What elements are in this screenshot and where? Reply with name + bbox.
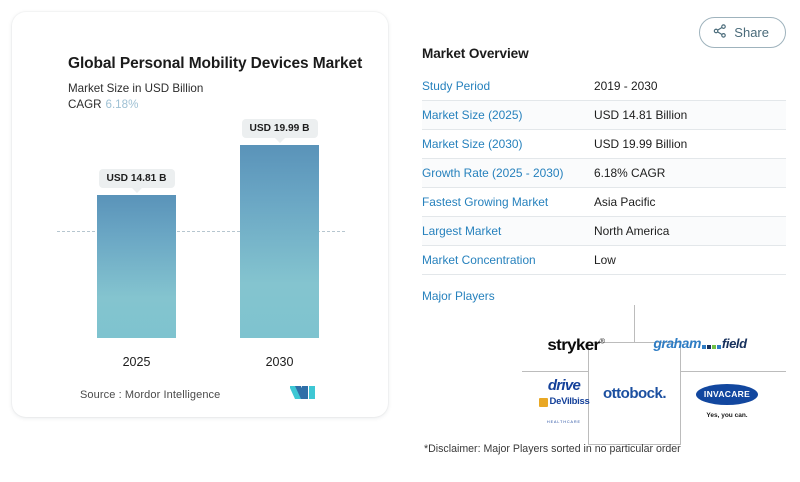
invacare-logo-tagline: Yes, you can.: [706, 411, 748, 419]
market-overview-table: Study Period 2019 - 2030 Market Size (20…: [422, 72, 786, 275]
market-overview-title: Market Overview: [422, 46, 529, 61]
bar-data-label-2025: USD 14.81 B: [98, 169, 175, 193]
chart-card: Global Personal Mobility Devices Market …: [12, 12, 388, 417]
grahamfield-logo-squares: [701, 345, 721, 349]
reference-dashed-line: [57, 231, 345, 232]
player-logo-stryker: stryker®: [547, 337, 606, 354]
grahamfield-logo-text-2: field: [721, 336, 747, 351]
row-value: North America: [594, 224, 670, 238]
chart-subtitle: Market Size in USD Billion: [68, 81, 204, 95]
x-tick-2030: 2030: [265, 355, 294, 369]
row-value: USD 14.81 Billion: [594, 108, 688, 122]
row-value: Asia Pacific: [594, 195, 656, 209]
player-logo-drive-devilbiss: drive DeVilbiss HEALTHCARE: [522, 377, 606, 425]
x-tick-2025: 2025: [122, 355, 151, 369]
major-players-title: Major Players: [422, 289, 495, 303]
player-logo-invacare: INVACARE Yes, you can.: [684, 379, 770, 425]
grahamfield-logo-text-1: graham: [653, 335, 701, 351]
share-button[interactable]: Share: [699, 17, 786, 48]
devilbiss-logo-subtext: HEALTHCARE: [547, 420, 581, 425]
bar-chart-plot: USD 14.81 B 2025 USD 19.99 B 2030: [12, 119, 388, 375]
chart-header: Global Personal Mobility Devices Market …: [68, 54, 368, 111]
table-row: Market Concentration Low: [422, 246, 786, 275]
invacare-logo-text: INVACARE: [696, 383, 758, 405]
chart-cagr-label: CAGR: [68, 97, 102, 111]
row-value: USD 19.99 Billion: [594, 137, 688, 151]
chart-cagr-value: 6.18%: [105, 97, 139, 111]
row-value: 6.18% CAGR: [594, 166, 666, 180]
table-row: Growth Rate (2025 - 2030) 6.18% CAGR: [422, 158, 786, 188]
players-disclaimer: *Disclaimer: Major Players sorted in no …: [424, 443, 681, 455]
table-row: Largest Market North America: [422, 216, 786, 246]
row-key: Market Size (2030): [422, 137, 523, 151]
row-value: Low: [594, 253, 616, 267]
share-button-label: Share: [734, 25, 769, 40]
player-logo-grahamfield: graham field: [650, 327, 750, 361]
mordor-intelligence-logo: [290, 383, 318, 405]
bar-group-2025[interactable]: USD 14.81 B 2025: [97, 169, 176, 369]
row-key: Fastest Growing Market: [422, 195, 549, 209]
row-value: 2019 - 2030: [594, 79, 658, 93]
row-key: Market Concentration: [422, 253, 536, 267]
bar-2025[interactable]: [97, 195, 176, 338]
bar-data-label-2030: USD 19.99 B: [241, 119, 318, 143]
chart-title: Global Personal Mobility Devices Market: [68, 55, 363, 72]
share-nodes-icon: [713, 24, 727, 41]
devilbiss-mark-icon: [538, 397, 548, 407]
bar-2030[interactable]: [240, 145, 319, 338]
ottobock-logo-text: ottobock.: [603, 384, 667, 402]
table-row: Market Size (2030) USD 19.99 Billion: [422, 130, 786, 159]
chart-source: Source : Mordor Intelligence: [80, 389, 221, 401]
table-row: Market Size (2025) USD 14.81 Billion: [422, 100, 786, 130]
row-key: Largest Market: [422, 224, 502, 238]
table-row: Study Period 2019 - 2030: [422, 72, 786, 101]
devilbiss-logo-text: DeVilbiss: [549, 396, 590, 408]
major-players-diagram: stryker® graham field drive DeVilbiss HEA…: [422, 305, 786, 445]
market-overview-panel: Market Overview Study Period 2019 - 2030…: [422, 46, 786, 445]
table-row: Fastest Growing Market Asia Pacific: [422, 188, 786, 217]
player-logo-ottobock: ottobock.: [589, 375, 680, 411]
row-key: Study Period: [422, 79, 491, 93]
chart-cagr: CAGR 6.18%: [68, 98, 368, 111]
stryker-logo-text: stryker: [547, 337, 601, 354]
drive-logo-text: drive: [547, 376, 581, 394]
row-key: Growth Rate (2025 - 2030): [422, 166, 564, 180]
diagram-center-box: [588, 342, 681, 445]
row-key: Market Size (2025): [422, 108, 523, 122]
bar-group-2030[interactable]: USD 19.99 B 2030: [240, 119, 319, 369]
